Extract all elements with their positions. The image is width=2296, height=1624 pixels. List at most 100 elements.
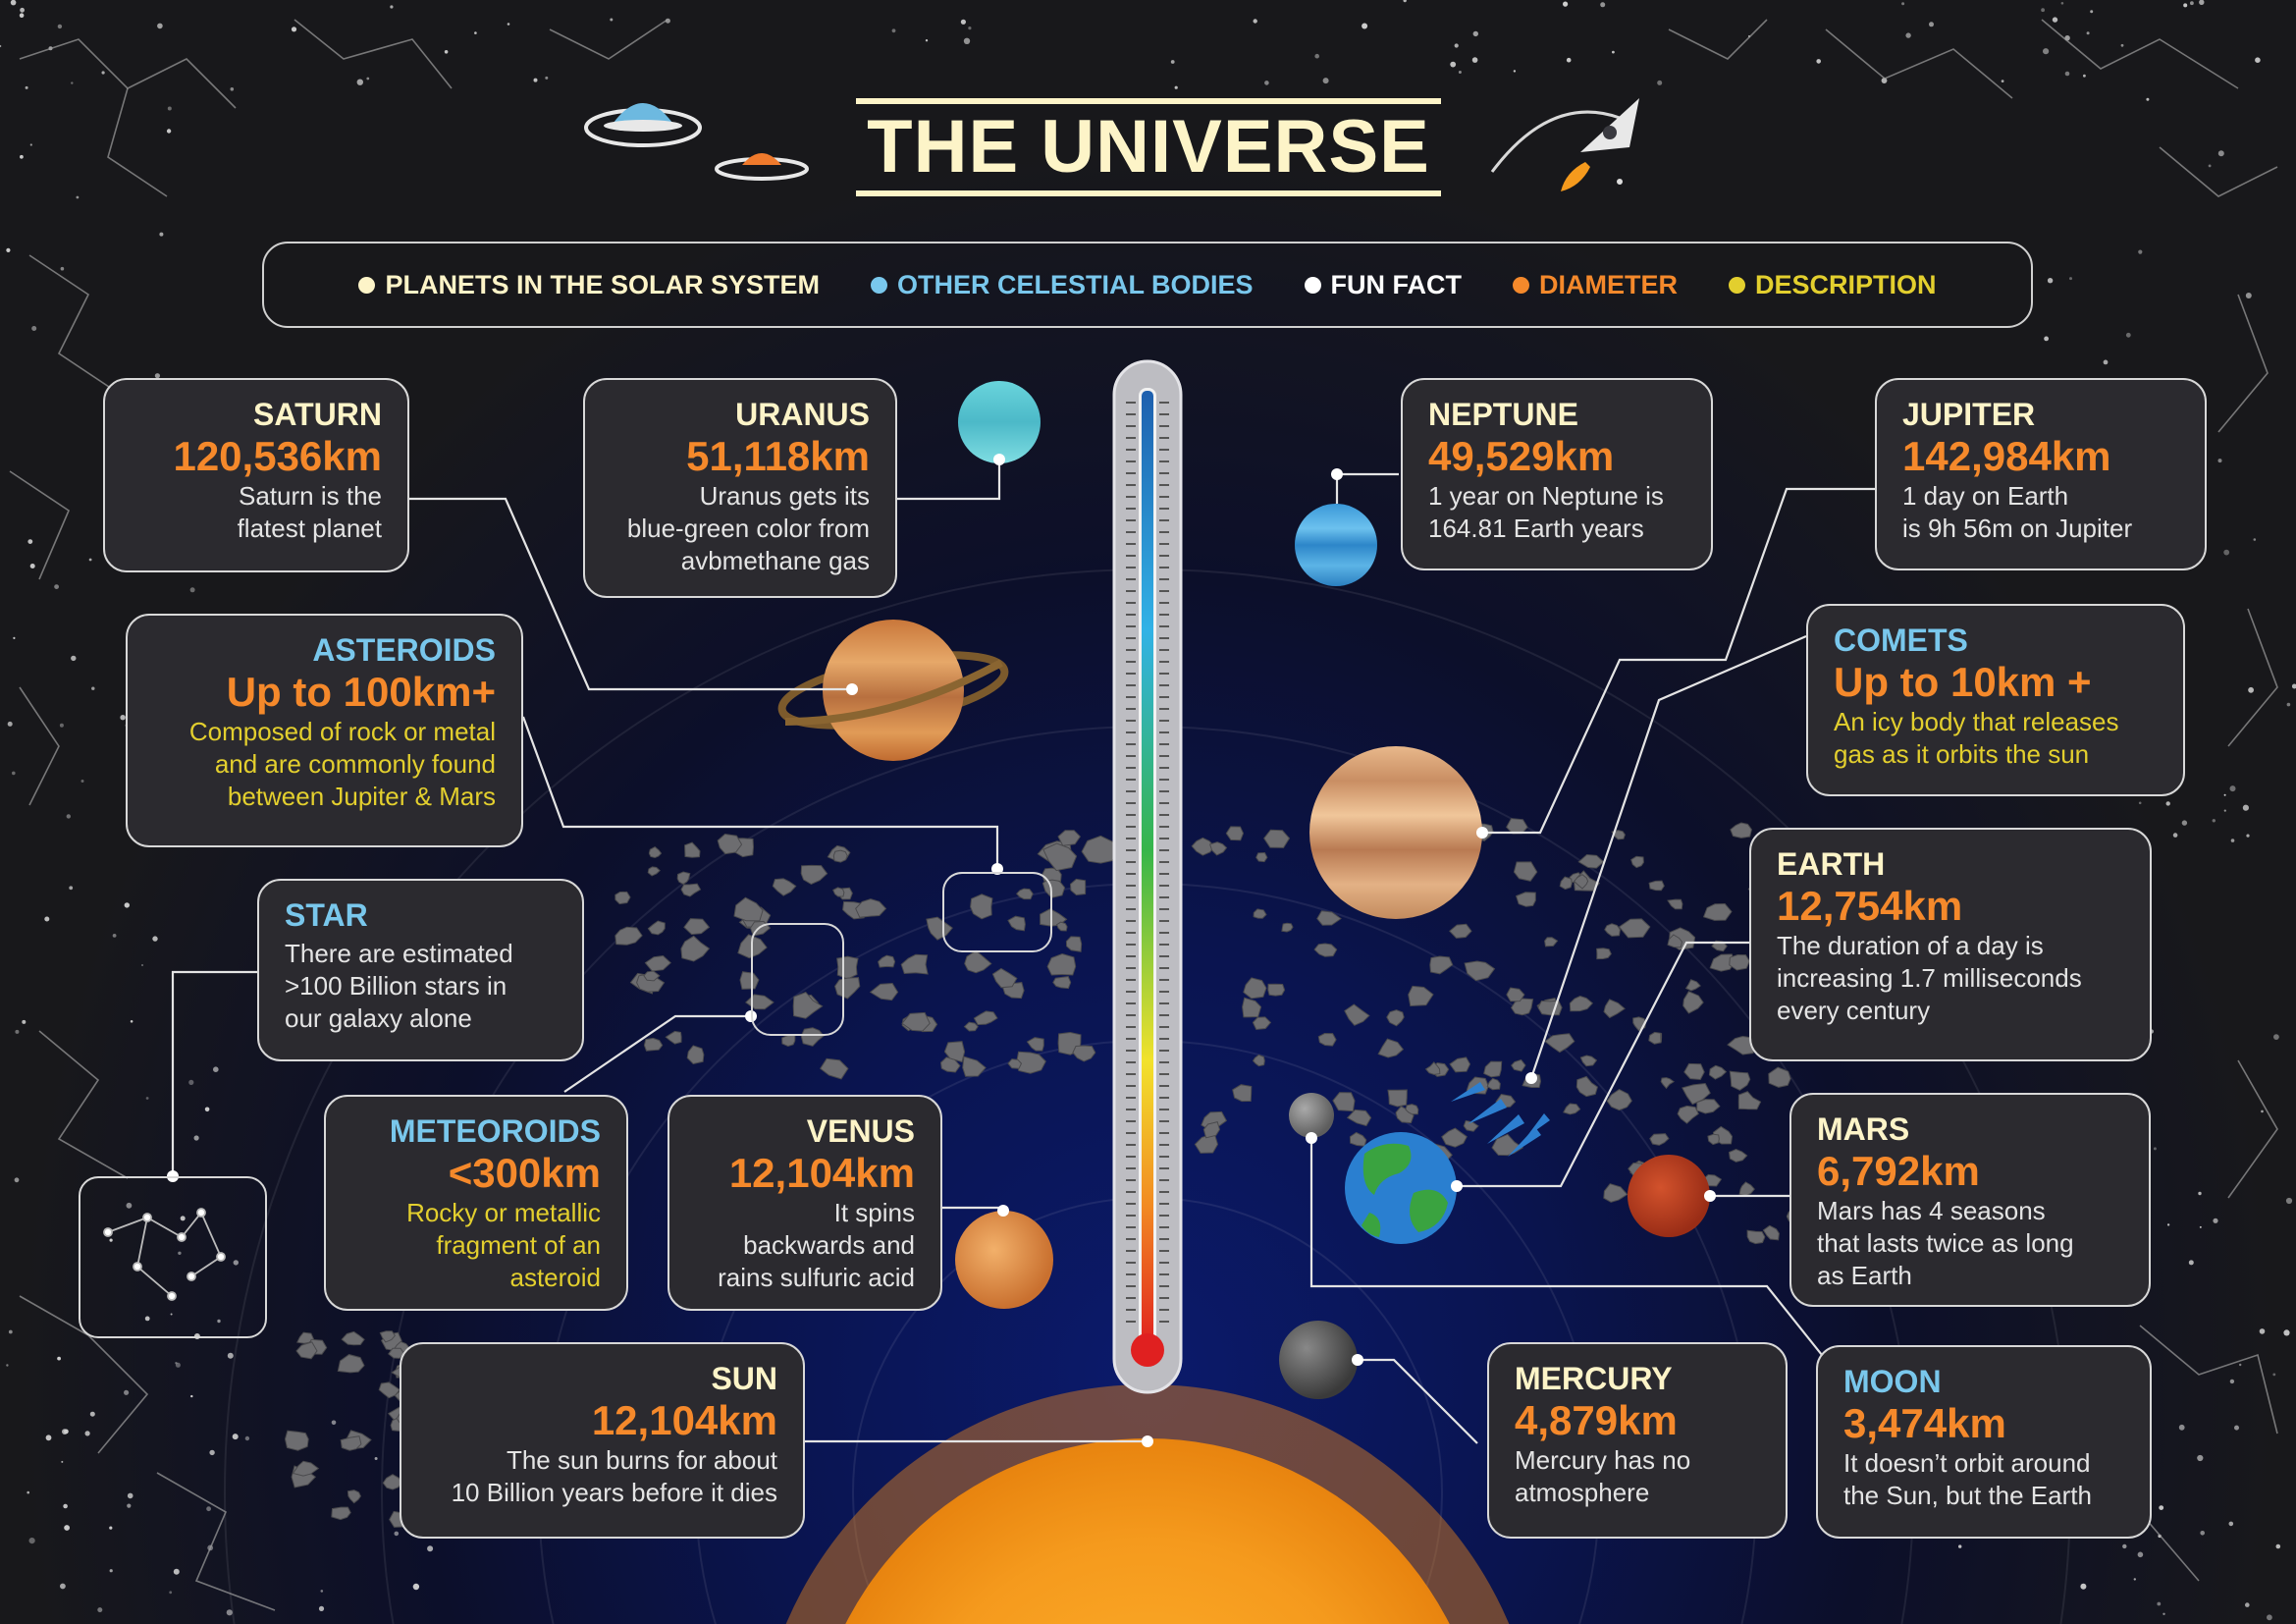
asteroid-rock <box>1202 1120 1221 1139</box>
legend-label: FUN FACT <box>1330 269 1463 299</box>
card-text-line: Mars has 4 seasons <box>1817 1196 2046 1225</box>
asteroid-rock <box>378 1381 400 1399</box>
asteroid-rock <box>614 891 631 905</box>
asteroid-rock <box>1683 1062 1705 1081</box>
card-text-line: and are commonly found <box>214 749 496 779</box>
card-name: NEPTUNE <box>1428 397 1578 432</box>
card-text-line: increasing 1.7 milliseconds <box>1777 963 2082 993</box>
card-neptune: NEPTUNE 49,529km 1 year on Neptune is 16… <box>1401 378 1713 570</box>
star-dot <box>6 247 11 252</box>
asteroid-rock <box>820 1057 849 1080</box>
star-dot <box>2229 785 2236 792</box>
star-dot <box>130 1020 133 1023</box>
asteroid-rock <box>1243 977 1267 1000</box>
asteroid-rock <box>1511 1058 1526 1072</box>
star-dot <box>394 1531 400 1537</box>
star-dot <box>227 1352 234 1359</box>
star-dot <box>2090 10 2094 14</box>
asteroid-rock <box>665 1030 682 1045</box>
star-dot <box>2248 686 2255 693</box>
star-dot <box>2275 1543 2281 1549</box>
card-name: MARS <box>1817 1111 1910 1147</box>
asteroid-rock <box>832 887 845 897</box>
card-text-line: 1 day on Earth <box>1902 481 2069 511</box>
asteroid-rock <box>1709 953 1735 972</box>
star-dot <box>2146 97 2150 101</box>
star-dot <box>2153 1147 2157 1151</box>
star-dot <box>60 266 65 271</box>
asteroid-rock <box>647 920 666 936</box>
asteroid-rock <box>1563 1103 1581 1115</box>
card-diameter: 120,536km <box>173 433 382 479</box>
star-dot <box>188 1079 194 1085</box>
star-dot <box>1472 30 1479 37</box>
card-text-line: our galaxy alone <box>285 1003 472 1033</box>
star-dot <box>2259 1328 2266 1334</box>
star-dot <box>84 1431 90 1436</box>
connector-dots <box>167 454 1716 1447</box>
star-dot <box>15 1029 20 1034</box>
star-dot <box>44 916 50 922</box>
asteroid-rock <box>1441 1127 1468 1148</box>
star-dot <box>331 1420 337 1426</box>
star-dot <box>1264 81 1269 85</box>
star-dot <box>170 1313 173 1316</box>
card-star: STAR There are estimated >100 Billion st… <box>257 879 584 1061</box>
page-title: THE UNIVERSE <box>867 105 1430 189</box>
card-saturn: SATURN 120,536km Saturn is the flatest p… <box>103 378 409 572</box>
asteroid-rock <box>1696 1099 1721 1114</box>
asteroid-rock <box>680 935 711 962</box>
star-dot <box>57 1356 61 1361</box>
star-dot <box>474 31 477 34</box>
asteroid-rock <box>296 1331 315 1344</box>
star-dot <box>167 106 172 111</box>
star-dot <box>13 636 16 640</box>
asteroid-rock <box>1263 829 1291 848</box>
asteroid-rock <box>1729 953 1750 971</box>
card-diameter: <300km <box>448 1150 601 1196</box>
asteroid-rock <box>962 1056 987 1077</box>
star-dot <box>124 902 130 908</box>
star-dot <box>2223 809 2226 812</box>
card-name: MERCURY <box>1515 1361 1673 1396</box>
card-text-line: Composed of rock or metal <box>188 717 496 746</box>
asteroid-rock <box>1424 1061 1441 1075</box>
asteroid-rock <box>1057 830 1082 846</box>
star-dot <box>159 232 164 237</box>
star-dot <box>412 1583 420 1591</box>
star-dot <box>1170 60 1175 64</box>
card-jupiter: JUPITER 142,984km 1 day on Earth is 9h 5… <box>1875 378 2207 570</box>
asteroid-rock <box>1387 1089 1408 1108</box>
card-text-line: as Earth <box>1817 1261 1912 1290</box>
asteroid-rock <box>1603 1183 1629 1203</box>
star-dot <box>209 1449 215 1456</box>
star-dot <box>356 79 363 85</box>
star-dot <box>2245 293 2252 298</box>
card-text-line: atmosphere <box>1515 1478 1650 1507</box>
asteroid-rock <box>1081 835 1119 864</box>
card-diameter: Up to 10km + <box>1834 659 2092 705</box>
asteroid-rock <box>1408 985 1434 1007</box>
card-text-line: Mercury has no <box>1515 1445 1691 1475</box>
star-dot <box>2060 2 2064 5</box>
star-dot <box>173 1568 180 1575</box>
star-dot <box>1816 59 1821 64</box>
star-dot <box>71 655 77 662</box>
asteroid-highlight-box <box>942 872 1052 952</box>
asteroid-rock <box>1768 1066 1791 1088</box>
star-dot <box>120 715 126 721</box>
asteroid-rock <box>1225 826 1245 841</box>
star-dot <box>12 771 16 776</box>
card-text-line: that lasts twice as long <box>1817 1228 2074 1258</box>
asteroid-rock <box>1377 1038 1405 1058</box>
asteroid-rock <box>1042 842 1078 872</box>
card-name: EARTH <box>1777 846 1886 882</box>
star-dot <box>2285 1197 2293 1205</box>
ufo-icon <box>584 103 702 147</box>
star-dot <box>97 1607 103 1613</box>
star-dot <box>2242 804 2249 811</box>
asteroid-rock <box>647 866 661 877</box>
star-dot <box>1563 1 1569 7</box>
asteroid-rock <box>1232 1084 1253 1103</box>
star-dot <box>109 1569 113 1573</box>
